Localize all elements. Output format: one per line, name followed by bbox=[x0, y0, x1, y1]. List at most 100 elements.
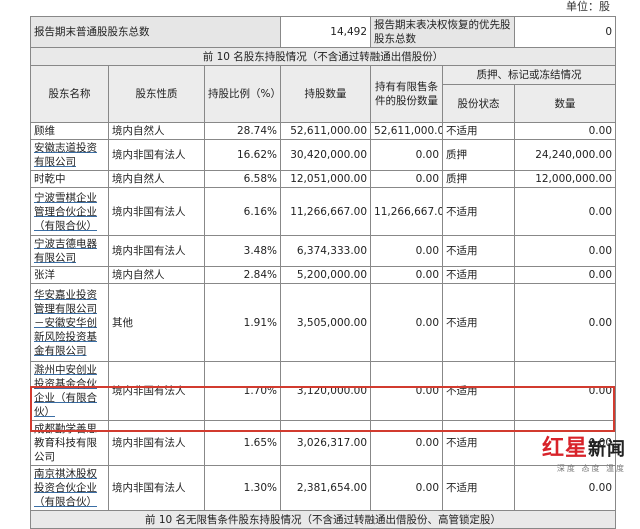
shareholder-name: 张洋 bbox=[30, 266, 109, 284]
header-shares: 持股数量 bbox=[280, 65, 372, 123]
restricted-shares: 0.00 bbox=[370, 465, 444, 511]
table-row: 张洋 境内自然人 2.84% 5,200,000.00 0.00 不适用 0.00 bbox=[30, 266, 617, 284]
top10-section-title: 前 10 名股东持股情况（不含通过转融通出借股份） bbox=[29, 47, 617, 66]
watermark-logo: 红星新闻 深度 态度 温度 bbox=[542, 436, 626, 474]
shareholder-nature: 境内非国有法人 bbox=[108, 420, 205, 466]
preferred-holders-value: 0 bbox=[514, 16, 617, 48]
holding-shares: 30,420,000.00 bbox=[280, 139, 372, 171]
shareholder-name: 滁州中安创业投资基金合伙企业（有限合伙） bbox=[30, 361, 109, 421]
holding-shares: 3,026,317.00 bbox=[280, 420, 372, 466]
shareholder-nature: 其他 bbox=[108, 283, 205, 362]
shareholder-nature: 境内非国有法人 bbox=[108, 235, 205, 267]
unit-note: 单位：股 bbox=[566, 0, 610, 13]
holding-ratio: 28.74% bbox=[203, 122, 282, 140]
holding-shares: 6,374,333.00 bbox=[280, 235, 372, 267]
holding-ratio: 6.58% bbox=[203, 170, 282, 188]
holding-ratio: 1.65% bbox=[203, 420, 282, 466]
holding-ratio: 1.30% bbox=[203, 465, 282, 511]
table-row: 华安嘉业投资管理有限公司－安徽安华创新风险投资基金有限公司 其他 1.91% 3,50… bbox=[30, 283, 617, 362]
shareholder-table: 报告期末普通股股东总数 14,492 报告期末表决权恢复的优先股股东总数 0 前… bbox=[29, 16, 617, 529]
restricted-shares: 52,611,000.00 bbox=[370, 122, 444, 140]
restricted-shares: 0.00 bbox=[370, 266, 444, 284]
shareholder-nature: 境内非国有法人 bbox=[108, 361, 205, 421]
table-row: 时乾中 境内自然人 6.58% 12,051,000.00 0.00 质押 12,000,0… bbox=[30, 170, 617, 188]
table-row: 顾维境内自然人28.74%52,611,000.0052,611,000.00不… bbox=[30, 122, 617, 140]
shareholder-nature: 境内自然人 bbox=[108, 170, 205, 188]
restricted-shares: 0.00 bbox=[370, 361, 444, 421]
header-restricted: 持有有限售条件的股份数量 bbox=[370, 65, 444, 123]
header-nature: 股东性质 bbox=[108, 65, 205, 123]
share-status: 不适用 bbox=[442, 420, 516, 466]
shareholder-name: 成都勤学善思教育科技有限公司 bbox=[30, 420, 109, 466]
holding-ratio: 1.91% bbox=[203, 283, 282, 362]
header-quantity: 数量 bbox=[514, 84, 617, 123]
pledge-quantity: 0.00 bbox=[514, 420, 617, 466]
share-status: 不适用 bbox=[442, 122, 516, 140]
pledge-quantity: 0.00 bbox=[514, 235, 617, 267]
holding-ratio: 1.70% bbox=[203, 361, 282, 421]
holding-ratio: 16.62% bbox=[203, 139, 282, 171]
table-row: 宁波雪棋企业管理合伙企业（有限合伙） 境内非国有法人 6.16% 11,266,667… bbox=[30, 187, 617, 236]
restricted-shares: 0.00 bbox=[370, 420, 444, 466]
table-row: 宁波吉德电器有限公司 境内非国有法人 3.48% 6,374,333.00 0.00 不适… bbox=[30, 235, 617, 267]
pledge-quantity: 24,240,000.00 bbox=[514, 139, 617, 171]
pledge-quantity: 0.00 bbox=[514, 361, 617, 421]
share-status: 不适用 bbox=[442, 465, 516, 511]
pledge-quantity: 0.00 bbox=[514, 187, 617, 236]
shareholder-name: 南京祺沐股权投资合伙企业（有限合伙） bbox=[30, 465, 109, 511]
holding-ratio: 6.16% bbox=[203, 187, 282, 236]
shareholder-nature: 境内自然人 bbox=[108, 122, 205, 140]
share-status: 质押 bbox=[442, 170, 516, 188]
pledge-quantity: 0.00 bbox=[514, 122, 617, 140]
table-row: 安徽志道投资有限公司 境内非国有法人 16.62% 30,420,000.00 0.00… bbox=[30, 139, 617, 171]
pledge-quantity: 12,000,000.00 bbox=[514, 170, 617, 188]
share-status: 不适用 bbox=[442, 266, 516, 284]
shareholder-name: 安徽志道投资有限公司 bbox=[30, 139, 109, 171]
share-status: 不适用 bbox=[442, 187, 516, 236]
section-row: 前 10 名无限售条件股东持股情况（不含通过转融通出借股份、高管锁定股） bbox=[29, 510, 617, 529]
common-holders-value: 14,492 bbox=[280, 16, 372, 48]
pledge-quantity: 0.00 bbox=[514, 266, 617, 284]
restricted-shares: 11,266,667.00 bbox=[370, 187, 444, 236]
logo-red-text: 红星 bbox=[541, 435, 588, 461]
logo-black-text: 新闻 bbox=[588, 439, 626, 460]
shareholder-name: 宁波吉德电器有限公司 bbox=[30, 235, 109, 267]
summary-row: 报告期末普通股股东总数 14,492 报告期末表决权恢复的优先股股东总数 0 bbox=[29, 16, 617, 48]
holding-shares: 3,505,000.00 bbox=[280, 283, 372, 362]
holding-shares: 52,611,000.00 bbox=[280, 122, 372, 140]
restricted-shares: 0.00 bbox=[370, 283, 444, 362]
shareholder-name: 宁波雪棋企业管理合伙企业（有限合伙） bbox=[30, 187, 109, 236]
share-status: 不适用 bbox=[442, 361, 516, 421]
share-status: 质押 bbox=[442, 139, 516, 171]
holding-shares: 2,381,654.00 bbox=[280, 465, 372, 511]
header-ratio: 持股比例（%） bbox=[203, 65, 282, 123]
shareholder-nature: 境内非国有法人 bbox=[108, 139, 205, 171]
header-subrow: 股份状态 数量 bbox=[31, 84, 617, 123]
holding-shares: 12,051,000.00 bbox=[280, 170, 372, 188]
table-row: 滁州中安创业投资基金合伙企业（有限合伙） 境内非国有法人 1.70% 3,120,00… bbox=[30, 361, 617, 421]
common-holders-label: 报告期末普通股股东总数 bbox=[29, 16, 282, 48]
table-row: 南京祺沐股权投资合伙企业（有限合伙） 境内非国有法人 1.30% 2,381,654.… bbox=[30, 465, 617, 511]
table-row: 成都勤学善思教育科技有限公司 境内非国有法人 1.65% 3,026,317.00 0.… bbox=[30, 420, 617, 466]
share-status: 不适用 bbox=[442, 235, 516, 267]
logo-slogan: 深度 态度 温度 bbox=[556, 464, 626, 473]
holding-ratio: 2.84% bbox=[203, 266, 282, 284]
share-status: 不适用 bbox=[442, 283, 516, 362]
holding-shares: 5,200,000.00 bbox=[280, 266, 372, 284]
shareholder-nature: 境内非国有法人 bbox=[108, 187, 205, 236]
holding-shares: 11,266,667.00 bbox=[280, 187, 372, 236]
pledge-quantity: 0.00 bbox=[514, 283, 617, 362]
shareholder-nature: 境内非国有法人 bbox=[108, 465, 205, 511]
restricted-shares: 0.00 bbox=[370, 235, 444, 267]
header-pledge-group: 质押、标记或冻结情况 bbox=[442, 65, 617, 85]
shareholder-name: 华安嘉业投资管理有限公司－安徽安华创新风险投资基金有限公司 bbox=[30, 283, 109, 362]
shareholder-name: 时乾中 bbox=[30, 170, 109, 188]
header-row: 股东名称 股东性质 持股比例（%） 持股数量 持有有限售条件的股份数量 质押、标… bbox=[30, 65, 617, 123]
restricted-shares: 0.00 bbox=[370, 170, 444, 188]
shareholder-nature: 境内自然人 bbox=[108, 266, 205, 284]
restricted-shares: 0.00 bbox=[370, 139, 444, 171]
holding-shares: 3,120,000.00 bbox=[280, 361, 372, 421]
header-name: 股东名称 bbox=[30, 65, 109, 123]
header-status: 股份状态 bbox=[442, 84, 516, 123]
section-row: 前 10 名股东持股情况（不含通过转融通出借股份） bbox=[29, 47, 617, 66]
